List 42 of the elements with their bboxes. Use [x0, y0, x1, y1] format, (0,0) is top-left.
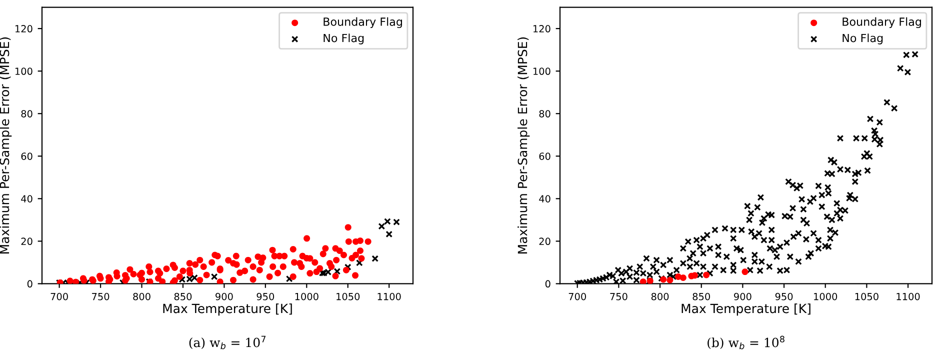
x-tick-label: 800 [651, 292, 669, 300]
y-tick-label: 40 [539, 195, 550, 202]
text: (b) w$_{b}$ = 10$^{8}$ [708, 336, 784, 350]
x-tick-label: 1000 [814, 292, 838, 300]
y-tick-label: 20 [21, 238, 32, 246]
y-tick-label: 60 [21, 152, 32, 160]
x-tick-label: 750 [92, 292, 110, 300]
x-tick-label: 700 [568, 292, 586, 300]
x-tick-label: 950 [256, 292, 274, 300]
x-tick-label: 800 [133, 292, 150, 300]
y-tick-label: 60 [539, 152, 550, 160]
x-axis-title: Max Temperature [K] [682, 304, 810, 316]
y-tick-label: 40 [21, 195, 32, 202]
legend-label: Boundary Flag [324, 17, 402, 28]
x-tick-label: 1100 [896, 292, 920, 300]
y-tick-label: 80 [21, 110, 32, 118]
y-axis-title: Maximum Per-Sample Error (MPSE) [518, 37, 530, 254]
y-tick-label: 0 [27, 280, 32, 288]
x-tick-label: 700 [50, 292, 68, 300]
text: (a) w$_{b}$ = 10$^{7}$ [189, 336, 266, 350]
x-tick-label: 950 [775, 292, 793, 300]
legend-label: Boundary Flag [842, 17, 921, 28]
y-tick-label: 20 [539, 238, 550, 246]
x-tick-label: 750 [610, 292, 628, 300]
y-tick-label: 80 [539, 110, 550, 118]
legend-label: No Flag [842, 34, 883, 44]
y-tick-label: 100 [533, 68, 550, 75]
x-axis-title: Max Temperature [K] [163, 304, 292, 316]
x-tick-label: 1000 [295, 292, 318, 300]
x-tick-label: 1050 [855, 292, 878, 300]
y-tick-label: 100 [15, 68, 32, 75]
legend-label: No Flag [324, 34, 364, 44]
y-axis-title: Maximum Per-Sample Error (MPSE) [0, 37, 12, 254]
y-tick-label: 0 [545, 280, 550, 288]
y-tick-label: 120 [533, 25, 550, 32]
x-tick-label: 850 [692, 292, 710, 300]
x-tick-label: 1100 [378, 292, 401, 300]
x-tick-label: 900 [216, 292, 233, 300]
y-tick-label: 120 [15, 25, 32, 32]
x-tick-label: 900 [734, 292, 752, 300]
x-tick-label: 850 [174, 292, 192, 300]
x-tick-label: 1050 [336, 292, 360, 300]
